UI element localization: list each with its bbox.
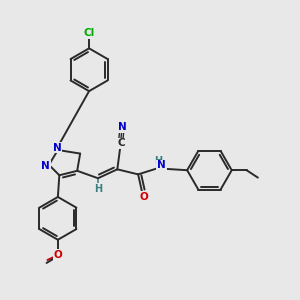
Text: N: N (118, 122, 127, 132)
Text: N: N (157, 160, 166, 170)
Text: Cl: Cl (83, 28, 95, 38)
Text: H: H (94, 184, 102, 194)
Text: H: H (154, 156, 162, 166)
Text: O: O (53, 250, 62, 260)
Text: N: N (53, 142, 62, 153)
Text: O: O (139, 192, 148, 202)
Text: C: C (117, 139, 125, 148)
Text: N: N (41, 161, 50, 171)
